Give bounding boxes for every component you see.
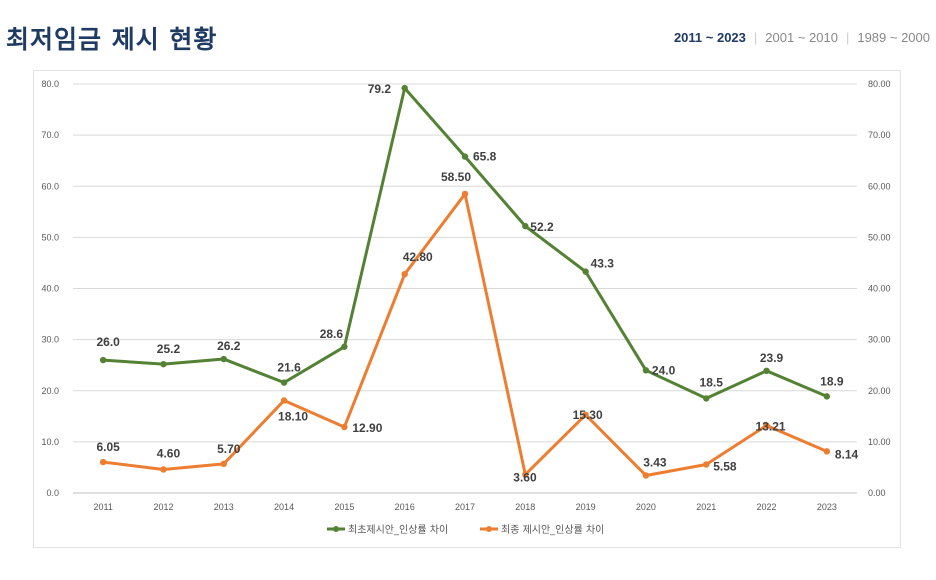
- x-tick-label: 2021: [696, 502, 716, 512]
- x-tick-label: 2013: [214, 502, 234, 512]
- data-point: [401, 270, 408, 278]
- data-point: [461, 190, 469, 198]
- data-label: 79.2: [368, 82, 392, 96]
- data-point: [823, 448, 831, 455]
- data-point: [763, 367, 770, 375]
- data-label: 15.30: [573, 408, 603, 422]
- data-point: [160, 360, 167, 368]
- y-right-tick-label: 0.00: [868, 488, 886, 498]
- x-tick-label: 2015: [334, 502, 354, 512]
- y-left-tick-label: 30.0: [41, 335, 59, 345]
- data-point: [341, 423, 348, 431]
- x-tick-label: 2023: [817, 502, 837, 512]
- data-point: [160, 466, 167, 473]
- data-label: 12.90: [352, 421, 382, 435]
- data-label: 3.43: [643, 455, 667, 469]
- data-point: [522, 222, 529, 230]
- y-right-tick-label: 20.00: [868, 386, 891, 396]
- legend-marker: [333, 526, 339, 532]
- data-point: [280, 379, 288, 386]
- data-point: [582, 411, 589, 418]
- data-label: 18.9: [820, 374, 844, 388]
- x-tick-label: 2011: [93, 502, 112, 512]
- y-left-tick-label: 70.0: [41, 130, 59, 140]
- y-right-tick-label: 10.00: [868, 437, 891, 447]
- x-tick-label: 2020: [636, 502, 656, 512]
- data-label: 65.8: [473, 150, 497, 164]
- legend-label: 최초제시안_인상률 차이: [348, 524, 448, 536]
- data-point: [763, 422, 770, 429]
- data-label: 26.2: [217, 339, 241, 353]
- x-tick-label: 2018: [515, 502, 535, 512]
- y-left-tick-label: 50.0: [41, 232, 59, 242]
- y-right-tick-label: 40.00: [868, 284, 891, 294]
- tab-1989-2000[interactable]: 1989 ~ 2000: [857, 30, 930, 45]
- y-left-tick-label: 80.0: [41, 79, 59, 89]
- data-label: 18.10: [278, 409, 308, 423]
- data-label: 28.6: [320, 327, 344, 341]
- y-right-tick-label: 70.00: [868, 130, 891, 140]
- data-label: 5.70: [217, 442, 241, 456]
- data-label: 5.58: [713, 459, 737, 473]
- data-point: [642, 472, 650, 479]
- data-point: [703, 395, 710, 402]
- data-point: [401, 84, 408, 92]
- data-label: 21.6: [277, 361, 301, 375]
- y-right-tick-label: 50.00: [868, 232, 891, 242]
- data-label: 42.80: [403, 250, 433, 264]
- tab-divider: |: [845, 30, 850, 45]
- data-point: [220, 355, 227, 363]
- y-left-tick-label: 20.0: [41, 386, 59, 396]
- y-left-tick-label: 10.0: [41, 437, 59, 447]
- data-label: 3.60: [513, 471, 537, 485]
- year-range-tabs: 2011 ~ 2023 | 2001 ~ 2010 | 1989 ~ 2000: [674, 30, 930, 45]
- data-point: [220, 460, 227, 468]
- data-point: [582, 268, 589, 275]
- data-label: 43.3: [591, 257, 615, 271]
- legend-marker: [486, 526, 492, 532]
- series-line-2: [101, 192, 829, 477]
- y-left-tick-label: 60.0: [41, 181, 59, 191]
- data-point: [703, 461, 710, 468]
- x-tick-label: 2014: [274, 502, 294, 512]
- x-tick-label: 2012: [153, 502, 173, 512]
- tab-2011-2023[interactable]: 2011 ~ 2023: [673, 30, 746, 45]
- x-tick-label: 2022: [757, 502, 777, 512]
- data-label: 6.05: [96, 440, 120, 454]
- y-right-tick-label: 80.00: [868, 79, 891, 89]
- data-point: [99, 356, 107, 364]
- data-label: 52.2: [530, 220, 554, 234]
- data-point: [461, 153, 469, 160]
- data-point: [642, 367, 650, 374]
- legend-label: 최종 제시안_인상률 차이: [501, 524, 604, 536]
- y-left-tick-label: 40.0: [41, 284, 59, 294]
- tab-divider: |: [753, 30, 758, 45]
- x-tick-label: 2019: [576, 502, 596, 512]
- y-right-tick-label: 30.00: [868, 335, 891, 345]
- data-point: [280, 397, 288, 404]
- data-label: 23.9: [760, 351, 784, 365]
- y-left-tick-label: 0.0: [46, 488, 59, 498]
- data-label: 58.50: [441, 170, 471, 184]
- x-tick-label: 2017: [455, 502, 475, 512]
- data-label: 18.5: [700, 375, 724, 389]
- data-point: [99, 458, 107, 466]
- data-point: [522, 471, 529, 478]
- data-point: [823, 393, 831, 400]
- y-right-tick-label: 60.00: [868, 181, 891, 191]
- data-label: 8.14: [835, 447, 859, 461]
- data-label: 13.21: [756, 419, 786, 433]
- data-label: 24.0: [652, 363, 676, 377]
- data-point: [341, 343, 348, 350]
- data-label: 25.2: [157, 342, 181, 356]
- page-title: 최저임금 제시 현황: [6, 25, 218, 54]
- data-label: 4.60: [157, 446, 181, 460]
- data-label: 26.0: [96, 335, 120, 349]
- tab-2001-2010[interactable]: 2001 ~ 2010: [765, 30, 838, 45]
- x-tick-label: 2016: [395, 502, 415, 512]
